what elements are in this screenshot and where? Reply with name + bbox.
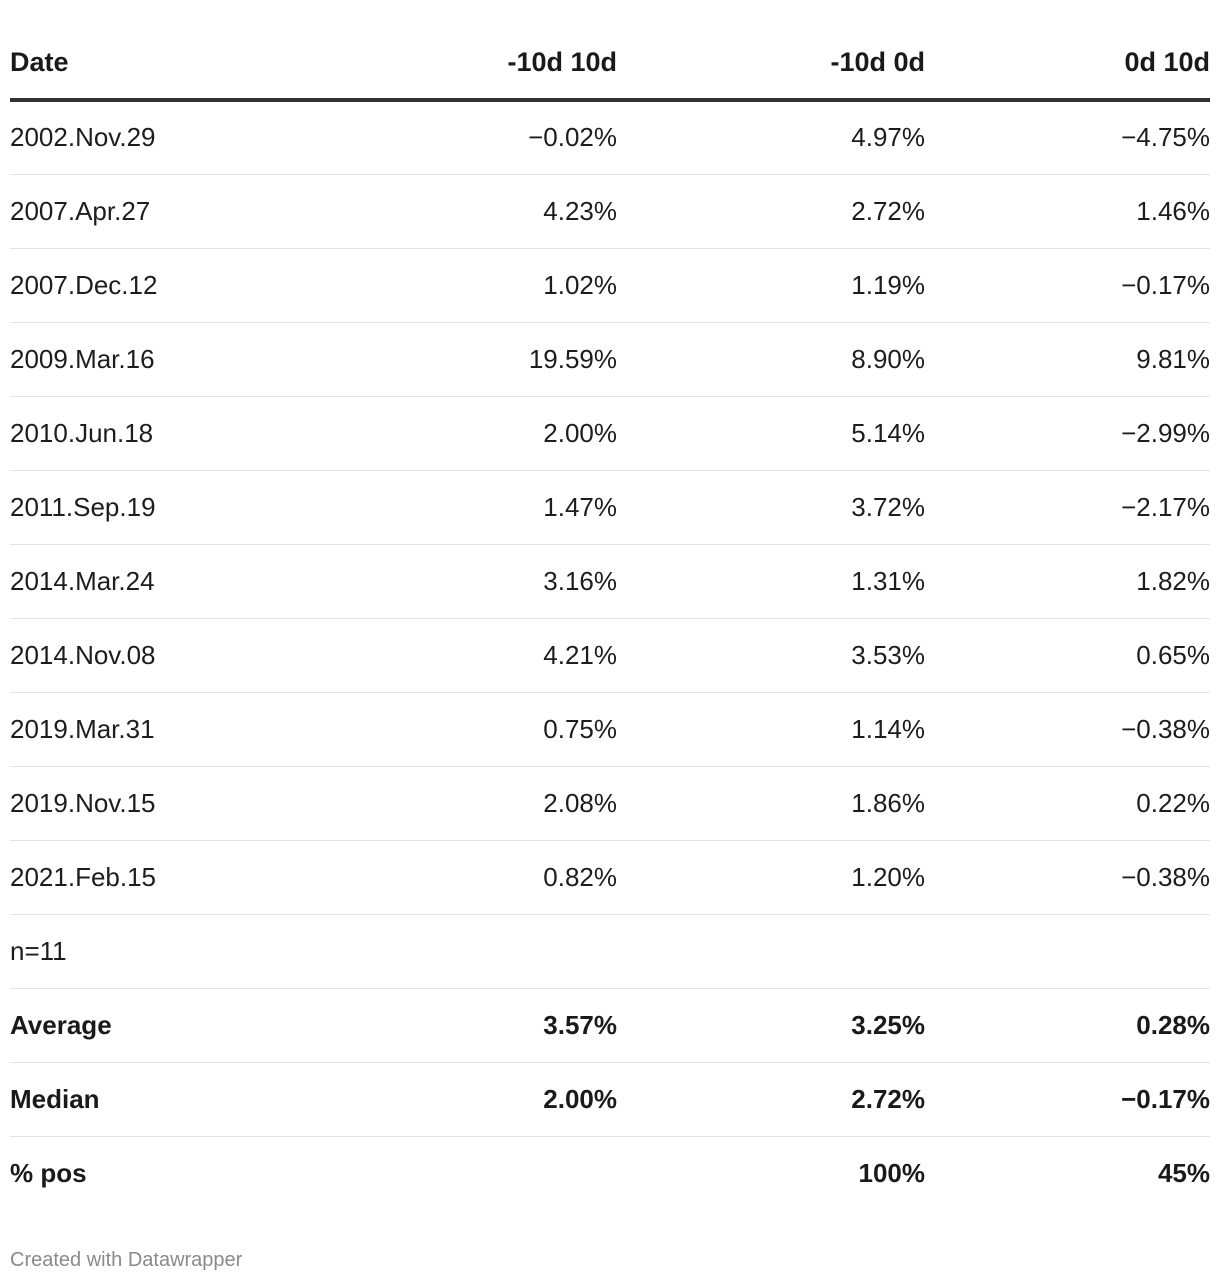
summary-minus10d-10d xyxy=(310,1136,617,1210)
column-header-date[interactable]: Date xyxy=(10,0,310,102)
cell-minus10d-10d: 4.21% xyxy=(310,618,617,693)
summary-minus10d-0d: 3.25% xyxy=(617,988,925,1063)
cell-date: 2021.Feb.15 xyxy=(10,840,310,915)
cell-date: 2019.Nov.15 xyxy=(10,766,310,841)
table-row: 2010.Jun.18 2.00% 5.14% −2.99% xyxy=(10,396,1210,471)
cell-minus10d-10d: 3.16% xyxy=(310,544,617,619)
cell-minus10d-10d: 0.82% xyxy=(310,840,617,915)
summary-minus10d-0d: 2.72% xyxy=(617,1062,925,1137)
cell-0d-10d: −4.75% xyxy=(925,100,1210,175)
table-row: 2011.Sep.19 1.47% 3.72% −2.17% xyxy=(10,470,1210,545)
table-row: 2009.Mar.16 19.59% 8.90% 9.81% xyxy=(10,322,1210,397)
cell-0d-10d: 0.65% xyxy=(925,618,1210,693)
cell-date: 2002.Nov.29 xyxy=(10,100,310,175)
cell-minus10d-0d: 1.14% xyxy=(617,692,925,767)
table-row: 2002.Nov.29 −0.02% 4.97% −4.75% xyxy=(10,100,1210,175)
column-header-minus10d-0d[interactable]: -10d 0d xyxy=(617,0,925,102)
summary-row: Average 3.57% 3.25% 0.28% xyxy=(10,988,1210,1063)
cell-date: 2009.Mar.16 xyxy=(10,322,310,397)
summary-row: n=11 xyxy=(10,914,1210,989)
summary-minus10d-0d: 100% xyxy=(858,1157,926,1188)
table-row: 2021.Feb.15 0.82% 1.20% −0.38% xyxy=(10,840,1210,915)
table-body: 2002.Nov.29 −0.02% 4.97% −4.75% 2007.Apr.27 4… xyxy=(10,100,1210,1210)
summary-row: Median 2.00% 2.72% −0.17% xyxy=(10,1062,1210,1137)
cell-minus10d-0d: 2.72% xyxy=(617,174,925,249)
column-header-0d-10d[interactable]: 0d 10d xyxy=(925,0,1210,102)
cell-minus10d-10d: 1.02% xyxy=(310,248,617,323)
cell-date: 2014.Nov.08 xyxy=(10,618,310,693)
cell-date: 2010.Jun.18 xyxy=(10,396,310,471)
cell-minus10d-10d: 2.00% xyxy=(310,396,617,471)
summary-label: % pos xyxy=(10,1157,87,1188)
cell-date: 2007.Apr.27 xyxy=(10,174,310,249)
cell-date: 2007.Dec.12 xyxy=(10,248,310,323)
summary-0d-10d: 45% xyxy=(1157,1157,1210,1188)
data-table: Date -10d 10d -10d 0d 0d 10d 2002.Nov.29… xyxy=(10,0,1210,1210)
cell-minus10d-10d: 4.23% xyxy=(310,174,617,249)
table-row: 2019.Mar.31 0.75% 1.14% −0.38% xyxy=(10,692,1210,767)
summary-minus10d-0d xyxy=(617,914,925,989)
footer-credit[interactable]: Created with Datawrapper xyxy=(10,1249,243,1271)
summary-row: % pos 100% 45% xyxy=(10,1136,1210,1210)
table-row: 2007.Apr.27 4.23% 2.72% 1.46% xyxy=(10,174,1210,249)
cell-minus10d-0d: 5.14% xyxy=(617,396,925,471)
cell-minus10d-10d: 1.47% xyxy=(310,470,617,545)
cell-date: 2019.Mar.31 xyxy=(10,692,310,767)
cell-minus10d-0d: 3.53% xyxy=(617,618,925,693)
summary-label: Median xyxy=(10,1062,310,1137)
summary-label: Average xyxy=(10,988,310,1063)
cell-minus10d-0d: 1.19% xyxy=(617,248,925,323)
table-row: 2014.Mar.24 3.16% 1.31% 1.82% xyxy=(10,544,1210,619)
summary-minus10d-10d: 3.57% xyxy=(310,988,617,1063)
cell-date: 2014.Mar.24 xyxy=(10,544,310,619)
cell-0d-10d: −2.99% xyxy=(925,396,1210,471)
table-header: Date -10d 10d -10d 0d 0d 10d xyxy=(10,0,1210,102)
summary-0d-10d xyxy=(925,914,1210,989)
cell-minus10d-10d: −0.02% xyxy=(310,100,617,175)
header-row: Date -10d 10d -10d 0d 0d 10d xyxy=(10,0,1210,102)
summary-label: n=11 xyxy=(10,914,310,989)
table-container: Date -10d 10d -10d 0d 0d 10d 2002.Nov.29… xyxy=(10,0,1210,1210)
table-row: 2019.Nov.15 2.08% 1.86% 0.22% xyxy=(10,766,1210,841)
cell-0d-10d: 1.46% xyxy=(925,174,1210,249)
table-row: 2014.Nov.08 4.21% 3.53% 0.65% xyxy=(10,618,1210,693)
cell-minus10d-0d: 4.97% xyxy=(617,100,925,175)
cell-0d-10d: 0.22% xyxy=(925,766,1210,841)
summary-0d-10d: 0.28% xyxy=(925,988,1210,1063)
cell-minus10d-0d: 1.86% xyxy=(617,766,925,841)
summary-minus10d-10d xyxy=(310,914,617,989)
table-row: 2007.Dec.12 1.02% 1.19% −0.17% xyxy=(10,248,1210,323)
cell-0d-10d: 1.82% xyxy=(925,544,1210,619)
cell-minus10d-10d: 0.75% xyxy=(310,692,617,767)
cell-minus10d-0d: 1.31% xyxy=(617,544,925,619)
cell-0d-10d: −0.17% xyxy=(925,248,1210,323)
cell-date: 2011.Sep.19 xyxy=(10,470,310,545)
cell-0d-10d: −0.38% xyxy=(925,692,1210,767)
cell-0d-10d: −0.38% xyxy=(925,840,1210,915)
cell-minus10d-0d: 8.90% xyxy=(617,322,925,397)
cell-0d-10d: −2.17% xyxy=(925,470,1210,545)
cell-minus10d-10d: 2.08% xyxy=(310,766,617,841)
cell-minus10d-0d: 1.20% xyxy=(617,840,925,915)
column-header-minus10d-10d[interactable]: -10d 10d xyxy=(310,0,617,102)
cell-0d-10d: 9.81% xyxy=(925,322,1210,397)
summary-0d-10d: −0.17% xyxy=(925,1062,1210,1137)
summary-minus10d-10d: 2.00% xyxy=(310,1062,617,1137)
cell-minus10d-0d: 3.72% xyxy=(617,470,925,545)
cell-minus10d-10d: 19.59% xyxy=(310,322,617,397)
